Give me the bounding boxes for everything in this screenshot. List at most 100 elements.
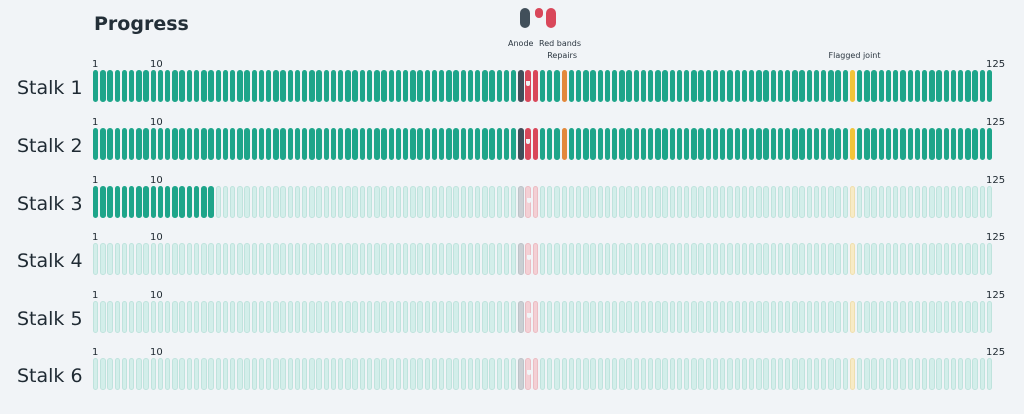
segment[interactable] bbox=[143, 301, 149, 333]
segment[interactable] bbox=[583, 186, 589, 218]
segment[interactable] bbox=[186, 358, 193, 390]
segment[interactable] bbox=[208, 301, 214, 333]
segment[interactable] bbox=[676, 186, 683, 218]
segment[interactable] bbox=[979, 128, 985, 160]
segment[interactable] bbox=[222, 186, 229, 218]
segment[interactable] bbox=[525, 128, 531, 160]
segment[interactable] bbox=[287, 128, 293, 160]
segment[interactable] bbox=[229, 358, 236, 390]
segment[interactable] bbox=[388, 301, 394, 333]
segment[interactable] bbox=[763, 358, 769, 390]
segment[interactable] bbox=[871, 128, 877, 160]
segment[interactable] bbox=[345, 186, 351, 218]
segment[interactable] bbox=[273, 301, 279, 333]
segment[interactable] bbox=[554, 70, 560, 102]
segment[interactable] bbox=[561, 358, 567, 390]
segment[interactable] bbox=[215, 128, 221, 160]
segment[interactable] bbox=[525, 243, 532, 275]
segment[interactable] bbox=[799, 128, 805, 160]
segment[interactable] bbox=[244, 358, 250, 390]
segment[interactable] bbox=[648, 70, 654, 102]
segment[interactable] bbox=[648, 301, 654, 333]
segment[interactable] bbox=[460, 243, 466, 275]
segment[interactable] bbox=[359, 243, 366, 275]
segment[interactable] bbox=[662, 243, 668, 275]
segment[interactable] bbox=[381, 301, 387, 333]
segment[interactable] bbox=[590, 358, 596, 390]
segment[interactable] bbox=[258, 70, 265, 102]
segment[interactable] bbox=[914, 128, 921, 160]
segment[interactable] bbox=[302, 243, 308, 275]
segment[interactable] bbox=[885, 358, 892, 390]
segment[interactable] bbox=[511, 70, 517, 102]
segment[interactable] bbox=[957, 301, 964, 333]
segment[interactable] bbox=[338, 128, 344, 160]
segment[interactable] bbox=[539, 358, 546, 390]
segment[interactable] bbox=[684, 128, 690, 160]
segment[interactable] bbox=[583, 70, 589, 102]
segment[interactable] bbox=[857, 358, 863, 390]
segment[interactable] bbox=[712, 243, 719, 275]
segment[interactable] bbox=[374, 243, 380, 275]
segment[interactable] bbox=[590, 128, 596, 160]
segment[interactable] bbox=[604, 358, 611, 390]
segment[interactable] bbox=[806, 70, 812, 102]
segment[interactable] bbox=[655, 70, 661, 102]
segment[interactable] bbox=[511, 301, 517, 333]
segment[interactable] bbox=[965, 128, 971, 160]
segment[interactable] bbox=[568, 128, 575, 160]
segment[interactable] bbox=[460, 186, 466, 218]
segment[interactable] bbox=[561, 70, 567, 102]
segment[interactable] bbox=[352, 128, 358, 160]
segment[interactable] bbox=[157, 301, 164, 333]
segment[interactable] bbox=[986, 358, 993, 390]
segment[interactable] bbox=[784, 358, 791, 390]
segment[interactable] bbox=[792, 128, 798, 160]
segment[interactable] bbox=[842, 243, 849, 275]
segment[interactable] bbox=[907, 128, 913, 160]
segment[interactable] bbox=[604, 186, 611, 218]
segment[interactable] bbox=[143, 186, 149, 218]
segment[interactable] bbox=[374, 128, 380, 160]
segment[interactable] bbox=[265, 70, 272, 102]
segment[interactable] bbox=[316, 186, 322, 218]
segment[interactable] bbox=[489, 358, 495, 390]
segment[interactable] bbox=[302, 358, 308, 390]
segment[interactable] bbox=[712, 70, 719, 102]
segment[interactable] bbox=[806, 128, 812, 160]
segment[interactable] bbox=[561, 243, 567, 275]
segment[interactable] bbox=[511, 186, 517, 218]
segment[interactable] bbox=[539, 70, 546, 102]
segment[interactable] bbox=[150, 243, 157, 275]
segment[interactable] bbox=[813, 243, 820, 275]
segment[interactable] bbox=[907, 358, 913, 390]
segment[interactable] bbox=[316, 128, 322, 160]
segment[interactable] bbox=[813, 128, 820, 160]
segment[interactable] bbox=[237, 358, 243, 390]
segment[interactable] bbox=[338, 358, 344, 390]
segment[interactable] bbox=[482, 186, 488, 218]
segment[interactable] bbox=[734, 358, 740, 390]
segment[interactable] bbox=[215, 358, 221, 390]
segment[interactable] bbox=[799, 243, 805, 275]
segment[interactable] bbox=[640, 186, 647, 218]
segment[interactable] bbox=[503, 186, 510, 218]
segment[interactable] bbox=[684, 358, 690, 390]
segment[interactable] bbox=[496, 301, 503, 333]
segment[interactable] bbox=[734, 70, 740, 102]
segment[interactable] bbox=[691, 186, 697, 218]
segment[interactable] bbox=[539, 128, 546, 160]
segment[interactable] bbox=[756, 358, 762, 390]
segment[interactable] bbox=[611, 243, 618, 275]
segment[interactable] bbox=[878, 301, 885, 333]
segment[interactable] bbox=[201, 243, 207, 275]
segment[interactable] bbox=[648, 243, 654, 275]
segment[interactable] bbox=[676, 358, 683, 390]
segment[interactable] bbox=[518, 70, 524, 102]
segment[interactable] bbox=[453, 70, 459, 102]
segment[interactable] bbox=[575, 70, 582, 102]
segment[interactable] bbox=[698, 70, 704, 102]
segment[interactable] bbox=[532, 128, 539, 160]
segment[interactable] bbox=[676, 128, 683, 160]
segment[interactable] bbox=[691, 128, 697, 160]
